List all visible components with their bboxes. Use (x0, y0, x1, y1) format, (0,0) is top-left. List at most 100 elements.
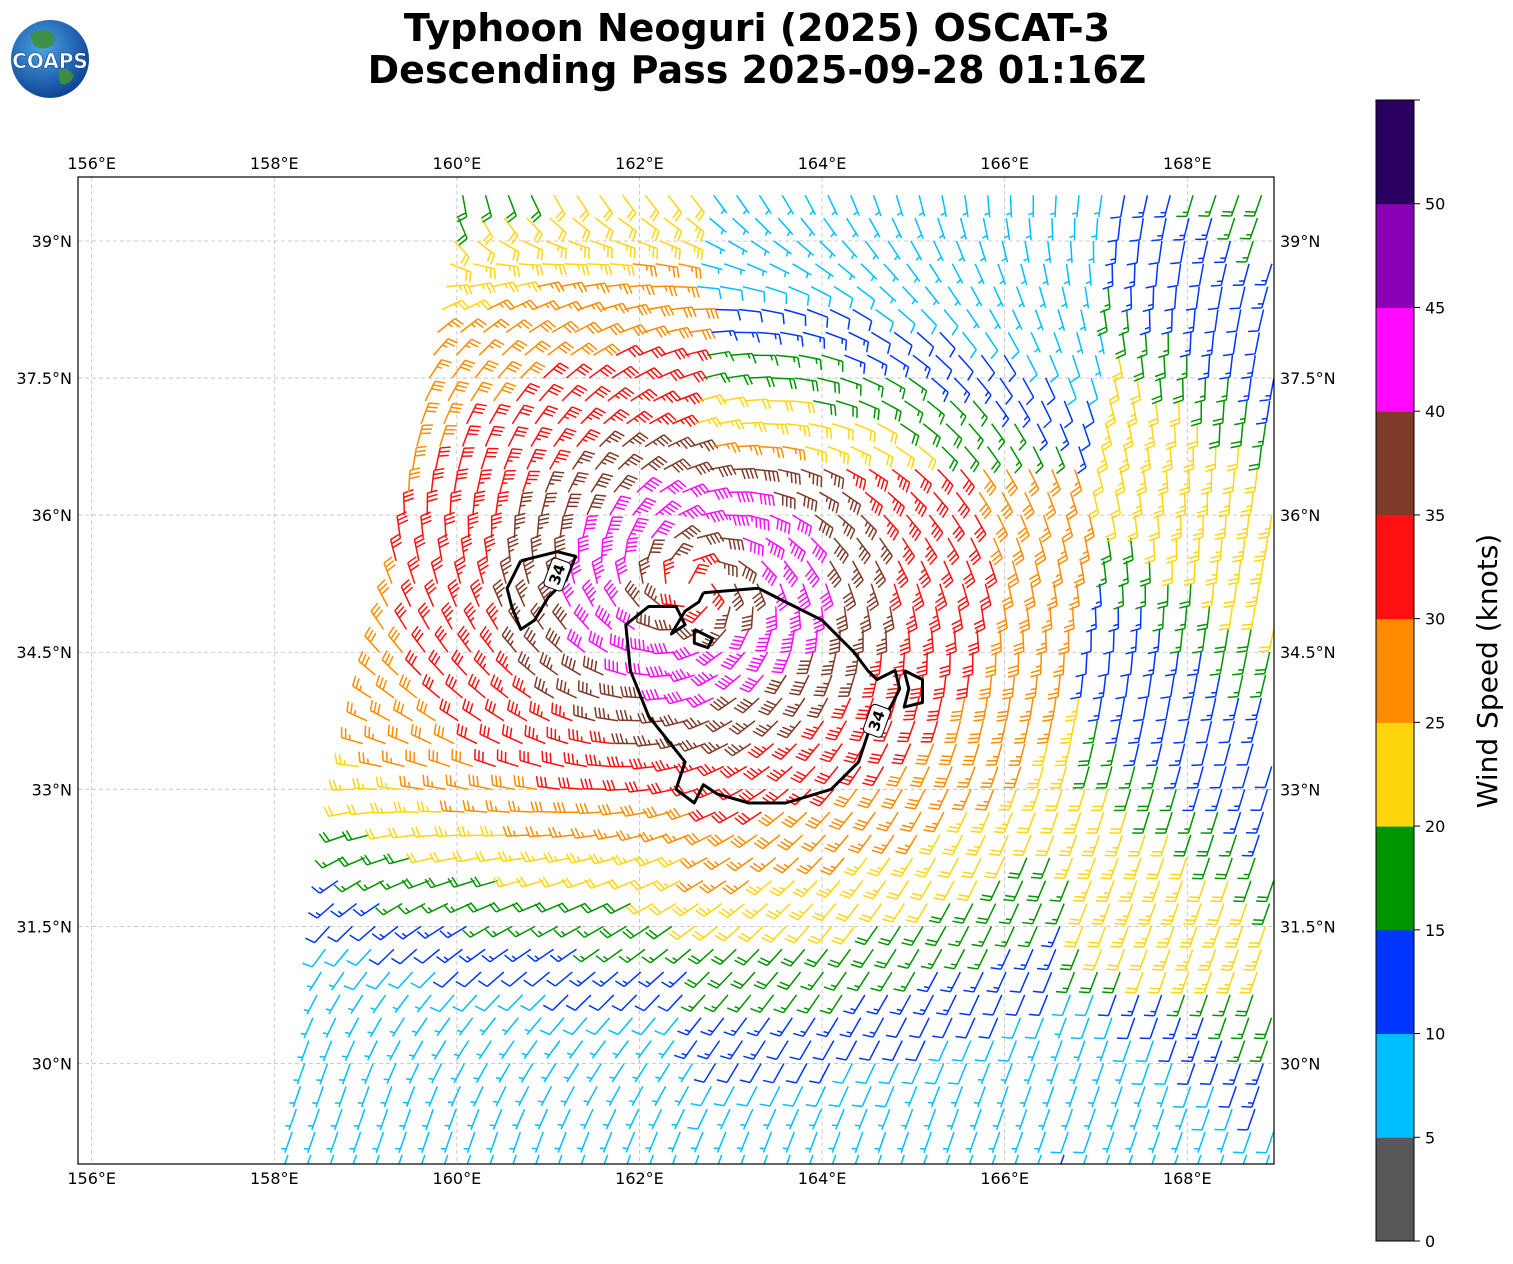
wind-barb (502, 825, 529, 837)
wind-barb (874, 948, 897, 969)
figure-title-line1: Typhoon Neoguri (2025) OSCAT-3 (404, 6, 1110, 50)
wind-barb (306, 1154, 312, 1164)
wind-barb (773, 994, 798, 1014)
wind-barb (811, 903, 837, 922)
wind-barb (1100, 537, 1112, 565)
wind-barb (429, 851, 457, 863)
wind-barb (792, 1017, 816, 1038)
wind-barb (766, 1040, 789, 1061)
wind-barb (584, 878, 613, 890)
wind-barb (1240, 492, 1254, 517)
wind-barb (453, 468, 469, 493)
wind-barb (615, 830, 644, 842)
wind-barb (345, 1017, 360, 1038)
wind-barb (1219, 1154, 1225, 1164)
wind-barb (1125, 971, 1144, 994)
wind-barb (411, 1017, 428, 1037)
wind-barb (512, 1108, 526, 1130)
wind-barb (835, 1040, 858, 1061)
wind-barb (614, 971, 642, 988)
wind-barb (762, 1063, 785, 1084)
wind-barb (693, 1063, 717, 1083)
wind-barb (670, 306, 697, 318)
wind-barb (1170, 971, 1190, 994)
wind-barb (1175, 1108, 1188, 1131)
wind-barb (567, 471, 589, 493)
colorbar-tick-label: 15 (1425, 921, 1445, 940)
wind-barb (367, 1017, 383, 1038)
wind-barb (807, 925, 833, 945)
wind-barb (1080, 629, 1092, 655)
wind-barb (694, 416, 723, 428)
wind-barb (1236, 743, 1254, 766)
wind-barb (980, 354, 996, 382)
wind-barb (305, 925, 331, 944)
wind-barb (542, 994, 569, 1011)
wind-barb (1168, 743, 1186, 767)
wind-barb (520, 851, 548, 863)
wind-barb (445, 673, 463, 699)
wind-barb (641, 948, 669, 964)
wind-barb (1040, 514, 1052, 543)
wind-barb (735, 194, 750, 215)
wind-barb (434, 826, 461, 838)
wind-barb (1148, 515, 1161, 542)
wind-barb (330, 1108, 343, 1131)
wind-barb (1254, 652, 1271, 676)
wind-barb (1265, 1154, 1271, 1164)
wind-barb (973, 514, 987, 543)
wind-barb (428, 649, 445, 676)
wind-barb (937, 468, 954, 495)
wind-barb (784, 308, 807, 326)
wind-barb (743, 765, 770, 781)
wind-barb (851, 560, 864, 589)
wind-barb (524, 724, 546, 745)
wind-barb (730, 834, 758, 849)
wind-barb (1145, 263, 1159, 289)
wind-barb (611, 854, 640, 866)
wind-barb (852, 811, 876, 831)
wind-barb (1207, 286, 1223, 311)
wind-barb (719, 537, 745, 551)
wind-barb (470, 1086, 484, 1107)
wind-barb (1222, 332, 1238, 357)
wind-barb (479, 723, 501, 745)
wind-barb (679, 857, 708, 869)
wind-barb (1156, 926, 1175, 948)
wind-barb (380, 1086, 393, 1108)
wind-barb (1157, 583, 1169, 610)
wind-barb (1128, 720, 1144, 744)
wind-barb (557, 777, 583, 791)
wind-barb (892, 652, 906, 678)
wind-barb (908, 377, 928, 401)
wind-barb (1151, 217, 1167, 242)
lon-tick-label-top: 158°E (250, 154, 299, 173)
wind-barb (717, 1154, 723, 1164)
wind-barb (1076, 332, 1084, 354)
wind-barb (1204, 446, 1217, 473)
wind-barb (984, 331, 999, 360)
wind-barb (1232, 537, 1246, 563)
wind-barb (975, 903, 997, 925)
wind-barb (1032, 971, 1053, 994)
wind-barb (659, 479, 687, 495)
contour-label-34: 34 (862, 703, 891, 738)
wind-barb (792, 263, 812, 279)
wind-barb (734, 948, 760, 966)
wind-barb (923, 1154, 928, 1164)
wind-barb (796, 857, 822, 875)
wind-barb (522, 556, 535, 584)
wind-barb (878, 1063, 899, 1085)
wind-barb (883, 263, 899, 283)
wind-barb (526, 217, 543, 244)
wind-barb (1070, 1017, 1090, 1040)
wind-barb (1009, 971, 1030, 994)
lat-tick-label-right: 31.5°N (1280, 917, 1336, 936)
colorbar-segment (1376, 203, 1414, 308)
wind-barb (951, 1040, 972, 1062)
wind-barb (1173, 217, 1190, 241)
wind-barb (640, 217, 660, 242)
wind-barb (765, 537, 785, 561)
wind-barb (940, 971, 962, 993)
wind-barb (1060, 948, 1080, 971)
